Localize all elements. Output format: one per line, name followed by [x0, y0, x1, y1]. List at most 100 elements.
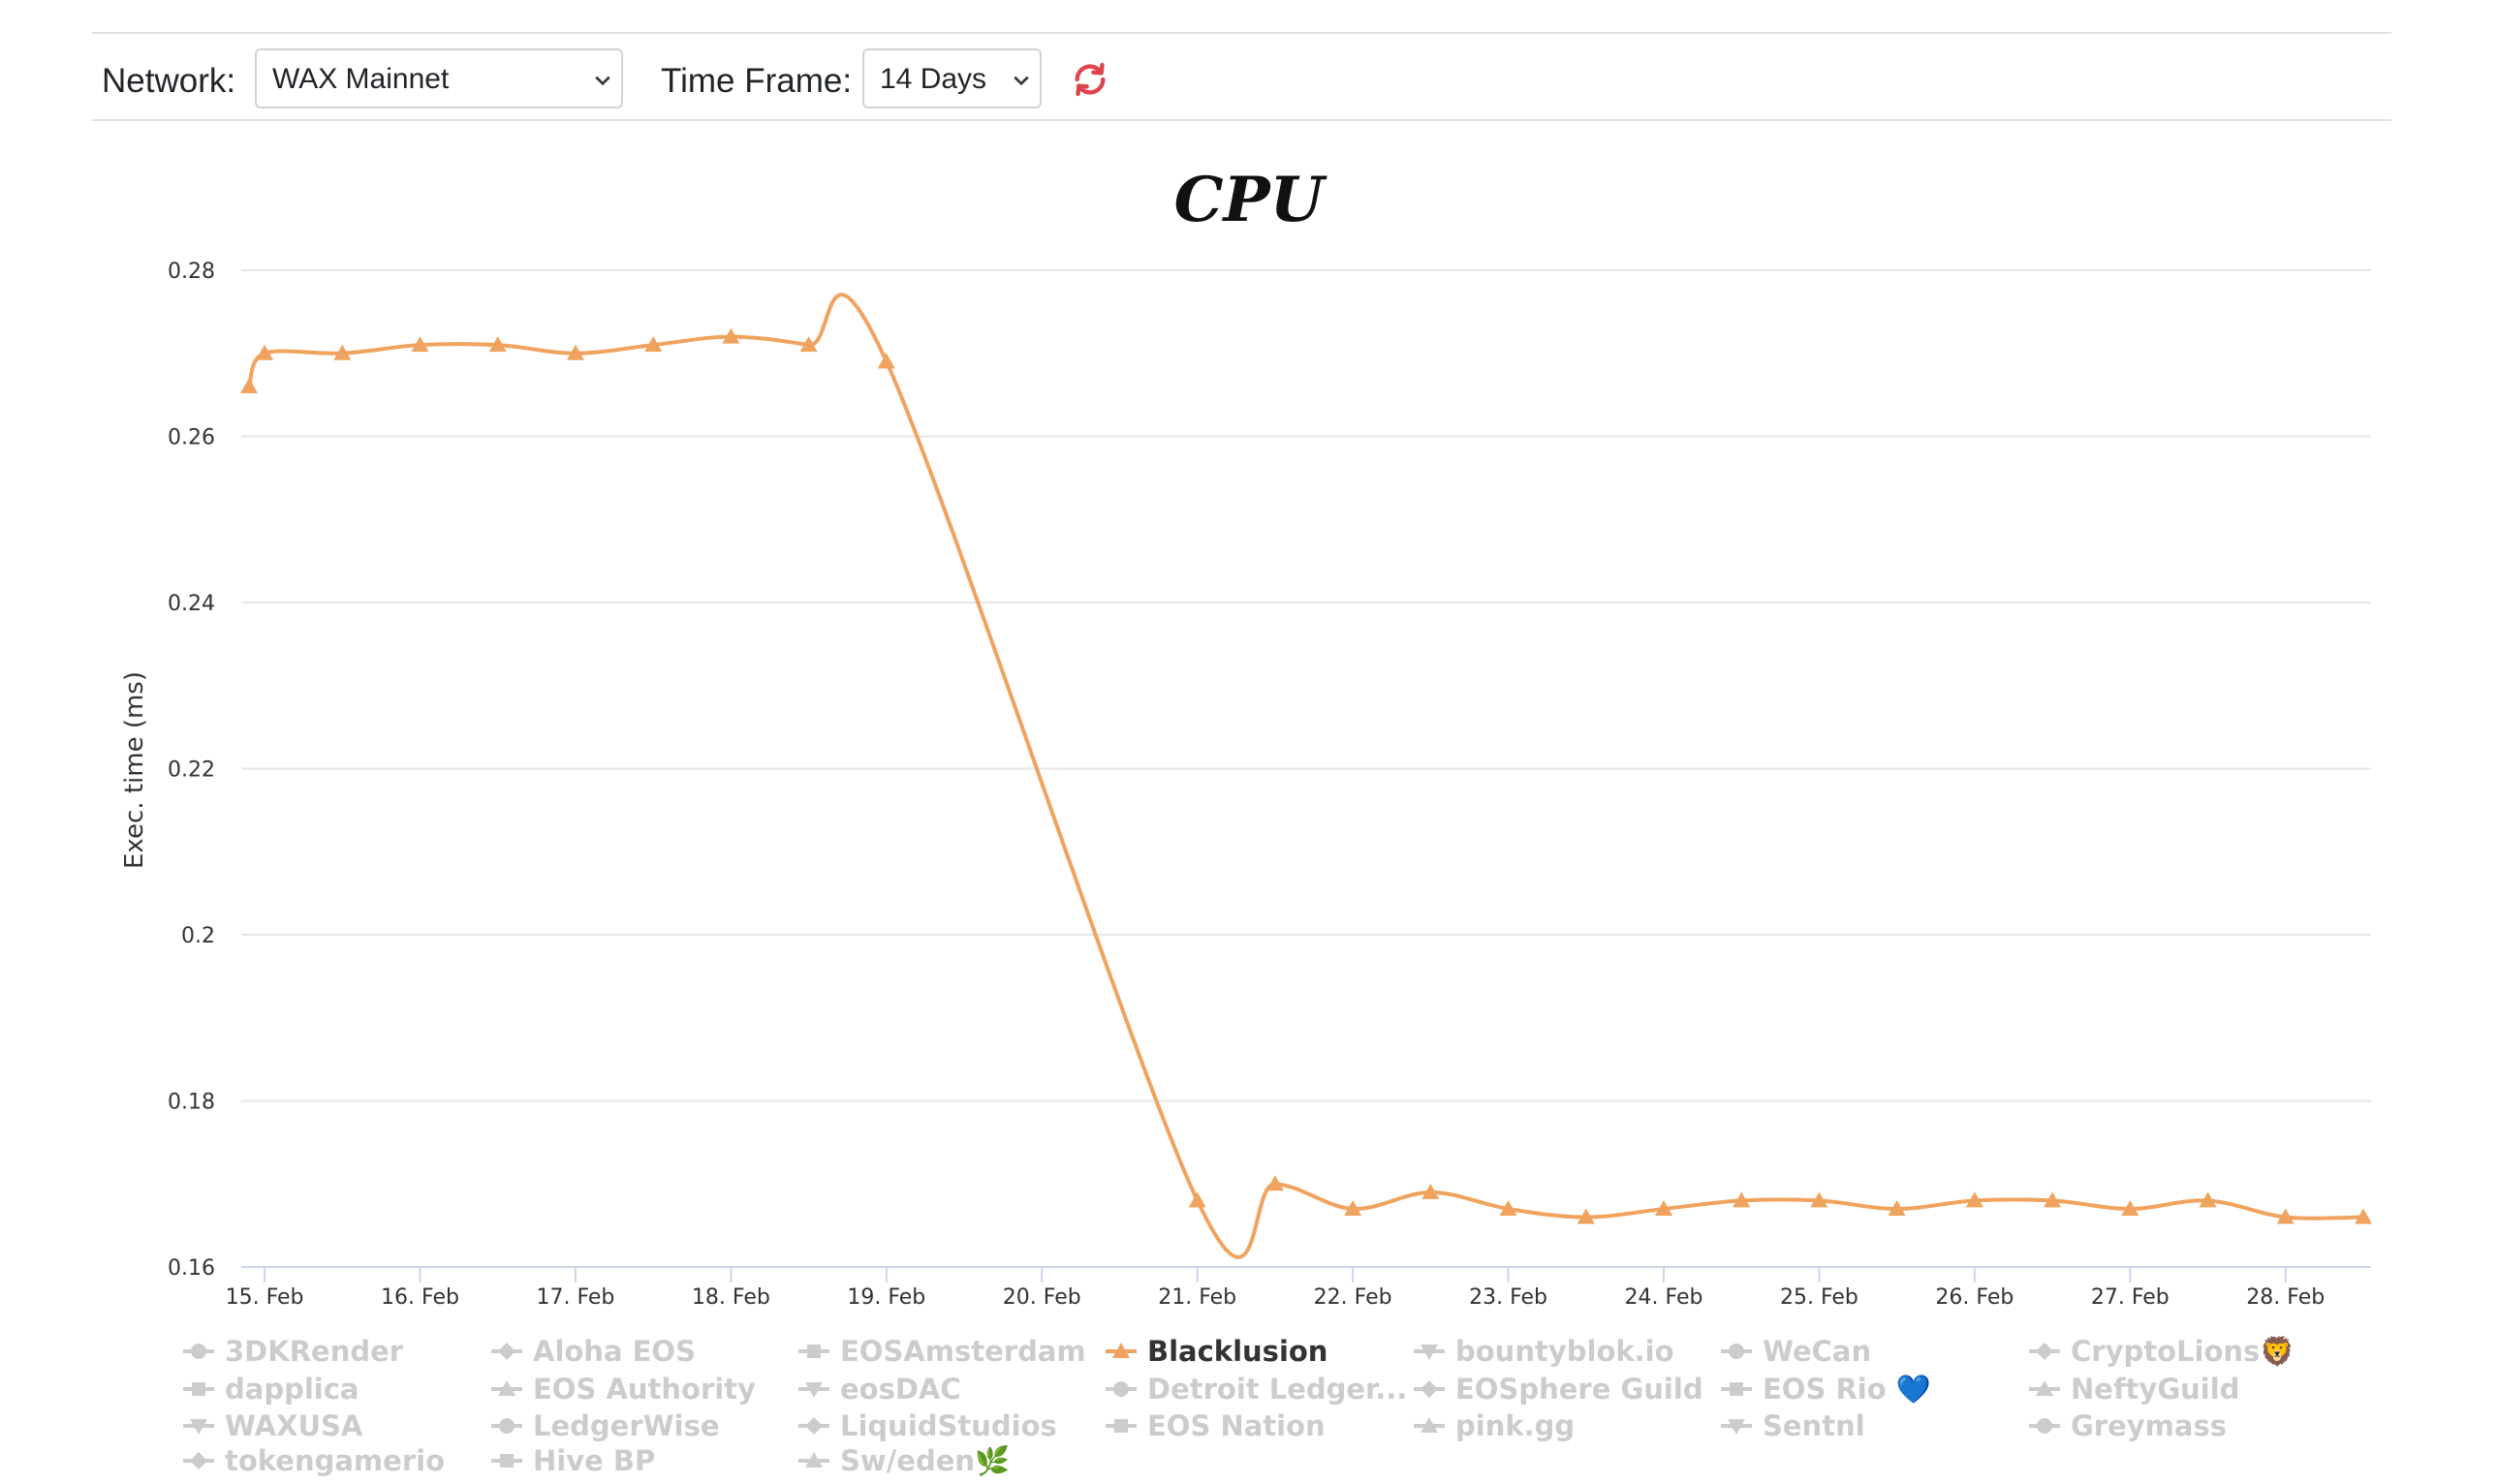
network-select[interactable]: WAX Mainnet: [255, 48, 623, 108]
data-point-marker[interactable]: [488, 336, 507, 353]
legend-item[interactable]: EOSAmsterdam: [798, 1335, 1086, 1368]
legend-item[interactable]: LiquidStudios: [798, 1409, 1057, 1442]
y-tick-label: 0.18: [168, 1091, 215, 1115]
timeframe-select-value: 14 Days: [880, 63, 987, 95]
data-point-marker[interactable]: [722, 327, 740, 344]
x-tick-label: 25. Feb: [1780, 1285, 1858, 1310]
legend-item[interactable]: Aloha EOS: [491, 1335, 696, 1368]
data-point-marker[interactable]: [2121, 1199, 2139, 1216]
legend-item-label[interactable]: EOS Authority: [533, 1373, 756, 1406]
x-tick-label: 27. Feb: [2091, 1285, 2170, 1310]
data-point-marker[interactable]: [256, 344, 274, 360]
legend-item[interactable]: pink.gg: [1414, 1409, 1575, 1442]
data-point-marker[interactable]: [1344, 1199, 1362, 1216]
legend-item[interactable]: Blacklusion: [1106, 1335, 1327, 1368]
legend-symbol-marker: [805, 1382, 823, 1398]
legend-item[interactable]: EOSphere Guild: [1414, 1373, 1703, 1406]
legend-item-label[interactable]: pink.gg: [1455, 1409, 1575, 1442]
legend-item-label[interactable]: CryptoLions🦁: [2071, 1335, 2295, 1368]
legend-item-label[interactable]: bountyblok.io: [1455, 1335, 1674, 1368]
legend-item[interactable]: EOS Rio 💙: [1721, 1373, 1932, 1406]
data-point-marker[interactable]: [1810, 1191, 1828, 1208]
legend-symbol-marker: [1114, 1419, 1128, 1433]
x-tick-label: 24. Feb: [1625, 1285, 1703, 1310]
network-label: Network:: [102, 62, 236, 100]
legend-item-label[interactable]: WeCan: [1763, 1335, 1871, 1368]
legend-item[interactable]: EOS Nation: [1106, 1409, 1326, 1442]
legend-item[interactable]: dapplica: [183, 1373, 359, 1406]
legend-item-label[interactable]: Blacklusion: [1147, 1335, 1327, 1368]
data-point-marker[interactable]: [2354, 1208, 2372, 1224]
legend-item-label[interactable]: Sw/eden🌿: [840, 1444, 1010, 1477]
data-point-marker[interactable]: [2044, 1191, 2062, 1208]
legend-item[interactable]: Sw/eden🌿: [798, 1444, 1010, 1477]
data-point-marker[interactable]: [799, 336, 818, 353]
legend-symbol-marker: [805, 1417, 823, 1435]
chart-title: CPU: [1174, 164, 1328, 236]
x-tick-label: 23. Feb: [1469, 1285, 1547, 1310]
legend-item-label[interactable]: tokengamerio: [225, 1444, 445, 1477]
y-axis-label: Exec. time (ms): [120, 671, 149, 869]
legend-item-label[interactable]: Detroit Ledger...: [1147, 1373, 1407, 1406]
data-point-marker[interactable]: [333, 344, 352, 360]
data-point-marker[interactable]: [411, 336, 429, 353]
legend-item[interactable]: WeCan: [1721, 1335, 1871, 1368]
legend-item-label[interactable]: WAXUSA: [225, 1409, 363, 1442]
data-point-marker[interactable]: [1499, 1199, 1517, 1216]
chevron-down-icon: [1014, 76, 1029, 86]
legend-item[interactable]: eosDAC: [798, 1373, 961, 1406]
legend-item-label[interactable]: NeftyGuild: [2071, 1373, 2239, 1406]
legend-item[interactable]: tokengamerio: [183, 1444, 445, 1477]
data-point-marker[interactable]: [2199, 1191, 2217, 1208]
legend-item[interactable]: EOS Authority: [491, 1373, 756, 1406]
series-line-blacklusion[interactable]: [247, 293, 2363, 1259]
legend-item[interactable]: bountyblok.io: [1414, 1335, 1674, 1368]
data-point-marker[interactable]: [877, 353, 895, 369]
legend-item[interactable]: CryptoLions🦁: [2029, 1335, 2295, 1368]
chevron-down-icon: [595, 76, 610, 86]
data-point-marker[interactable]: [1888, 1199, 1906, 1216]
legend-symbol-marker: [499, 1418, 515, 1434]
data-point-marker[interactable]: [1421, 1183, 1440, 1199]
legend-symbol-marker: [805, 1452, 823, 1468]
data-point-marker[interactable]: [1188, 1191, 1206, 1208]
legend-item[interactable]: 3DKRender: [183, 1335, 404, 1368]
legend-item-label[interactable]: EOS Rio 💙: [1763, 1373, 1932, 1406]
x-tick-label: 20. Feb: [1003, 1285, 1081, 1310]
legend-item-label[interactable]: LedgerWise: [533, 1409, 720, 1442]
legend-symbol-marker: [1113, 1381, 1129, 1397]
legend-item-label[interactable]: EOS Nation: [1147, 1409, 1326, 1442]
legend-item-label[interactable]: 3DKRender: [225, 1335, 404, 1368]
data-point-marker[interactable]: [240, 378, 259, 394]
legend-symbol-marker: [1729, 1344, 1744, 1359]
legend-item-label[interactable]: Greymass: [2071, 1409, 2227, 1442]
legend-item[interactable]: LedgerWise: [491, 1409, 720, 1442]
legend-item-label[interactable]: LiquidStudios: [840, 1409, 1057, 1442]
legend-item-label[interactable]: Hive BP: [533, 1444, 655, 1477]
legend-item-label[interactable]: eosDAC: [840, 1373, 961, 1406]
data-point-marker[interactable]: [644, 336, 663, 353]
legend-item-label[interactable]: Sentnl: [1763, 1409, 1865, 1442]
legend-item[interactable]: Greymass: [2029, 1409, 2227, 1442]
legend-symbol-marker: [1730, 1382, 1743, 1396]
legend-item-label[interactable]: dapplica: [225, 1373, 359, 1406]
legend-item-label[interactable]: Aloha EOS: [533, 1335, 696, 1368]
y-tick-label: 0.28: [168, 260, 215, 284]
legend-item[interactable]: Hive BP: [491, 1444, 655, 1477]
legend-item[interactable]: Sentnl: [1721, 1409, 1865, 1442]
legend-item[interactable]: NeftyGuild: [2029, 1373, 2239, 1406]
data-point-marker[interactable]: [1965, 1191, 1983, 1208]
data-point-marker[interactable]: [1265, 1175, 1284, 1191]
legend-item[interactable]: WAXUSA: [183, 1409, 363, 1442]
legend-item-label[interactable]: EOSphere Guild: [1455, 1373, 1703, 1406]
data-point-marker[interactable]: [2276, 1208, 2295, 1224]
timeframe-select[interactable]: 14 Days: [862, 48, 1042, 108]
data-point-marker[interactable]: [566, 344, 584, 360]
data-point-marker[interactable]: [1577, 1208, 1595, 1224]
data-point-marker[interactable]: [1733, 1191, 1751, 1208]
legend-item-label[interactable]: EOSAmsterdam: [840, 1335, 1086, 1368]
legend-item[interactable]: Detroit Ledger...: [1106, 1373, 1407, 1406]
data-point-marker[interactable]: [1655, 1199, 1673, 1216]
refresh-icon[interactable]: [1071, 60, 1109, 99]
